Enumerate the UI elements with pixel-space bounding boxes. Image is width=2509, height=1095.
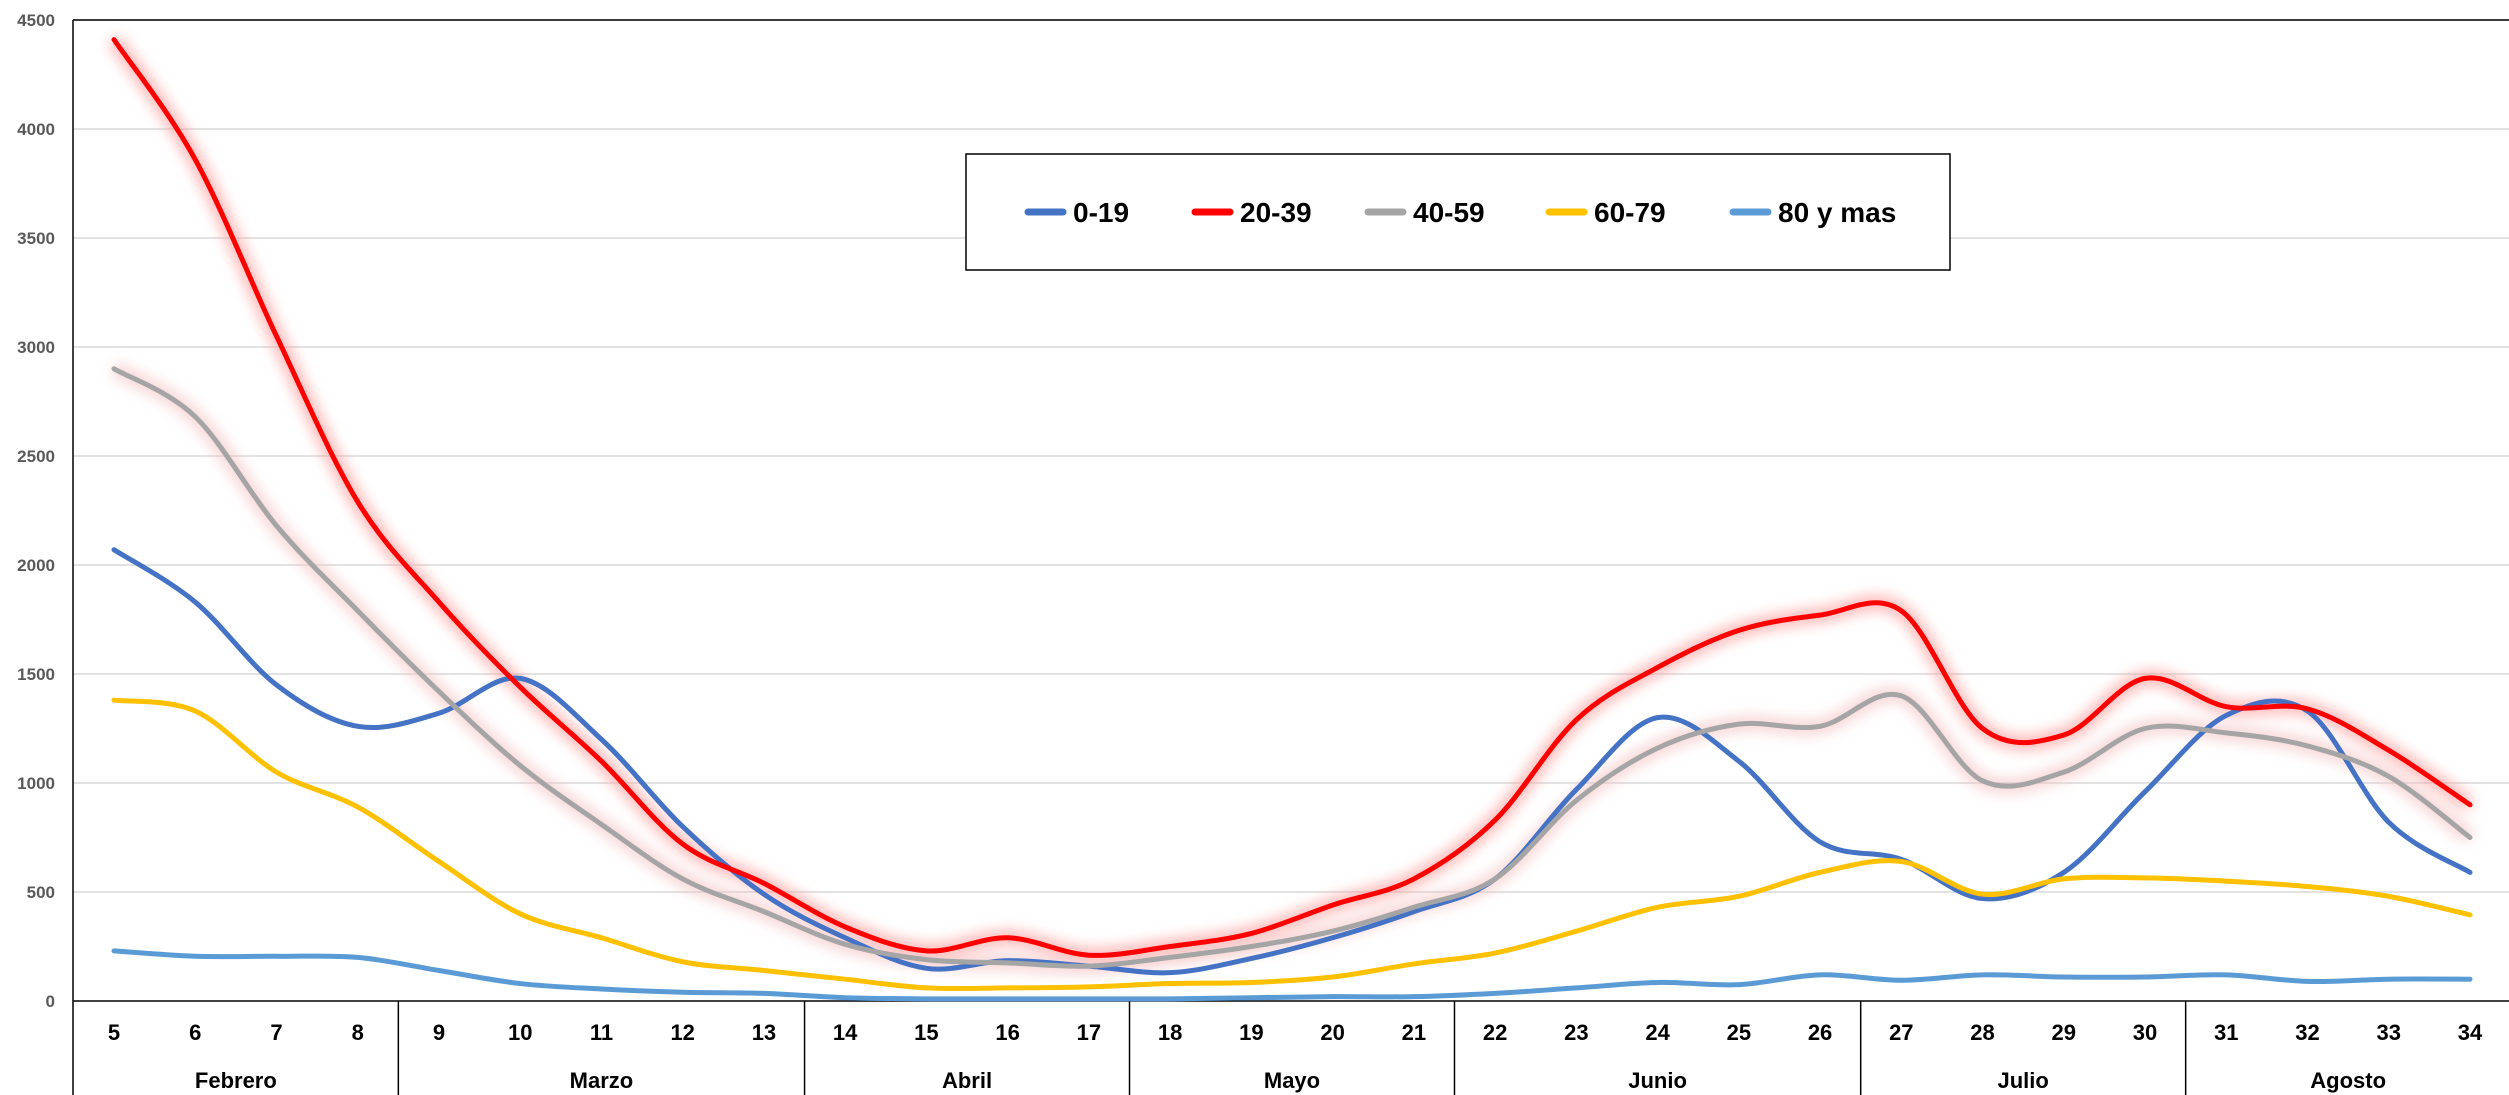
legend-label: 20-39 [1240, 197, 1312, 228]
series-lines [111, 37, 2473, 1002]
month-label: Marzo [570, 1068, 634, 1093]
y-tick-label: 3000 [17, 338, 55, 357]
x-tick-label: 25 [1727, 1020, 1751, 1045]
x-tick-label: 8 [352, 1020, 364, 1045]
month-label: Abril [942, 1068, 992, 1093]
x-tick-label: 29 [2052, 1020, 2076, 1045]
x-tick-label: 19 [1239, 1020, 1263, 1045]
series-line-3 [111, 366, 2473, 969]
month-label: Junio [1628, 1068, 1687, 1093]
x-tick-label: 13 [752, 1020, 776, 1045]
x-tick-label: 31 [2214, 1020, 2238, 1045]
x-tick-label: 17 [1077, 1020, 1101, 1045]
y-tick-label: 0 [46, 992, 55, 1011]
y-tick-label: 1000 [17, 774, 55, 793]
x-tick-label: 34 [2458, 1020, 2483, 1045]
month-label: Agosto [2310, 1068, 2386, 1093]
series-line-2 [111, 37, 2473, 958]
x-tick-label: 26 [1808, 1020, 1832, 1045]
gridlines [73, 19, 2509, 893]
legend-label: 40-59 [1413, 197, 1485, 228]
legend: 0-19 20-39 40-59 60-79 80 y mas [965, 153, 1951, 271]
month-label: Julio [1998, 1068, 2049, 1093]
x-tick-label: 20 [1320, 1020, 1344, 1045]
series-line-1 [111, 547, 2473, 976]
x-tick-label: 16 [995, 1020, 1019, 1045]
x-tick-label: 18 [1158, 1020, 1182, 1045]
x-tick-label: 21 [1402, 1020, 1426, 1045]
series-line-4 [111, 697, 2473, 992]
x-tick-label: 5 [108, 1020, 120, 1045]
legend-label: 0-19 [1073, 197, 1129, 228]
x-tick-label: 22 [1483, 1020, 1507, 1045]
legend-label: 80 y mas [1778, 197, 1896, 228]
series-line-5 [111, 948, 2473, 1002]
x-tick-label: 24 [1645, 1020, 1670, 1045]
x-tick-label: 28 [1970, 1020, 1994, 1045]
month-label: Febrero [195, 1068, 277, 1093]
x-tick-label: 12 [670, 1020, 694, 1045]
legend-box [965, 153, 1951, 271]
y-tick-label: 500 [27, 883, 55, 902]
y-tick-label: 2000 [17, 556, 55, 575]
x-tick-label: 10 [508, 1020, 532, 1045]
x-tick-label: 9 [433, 1020, 445, 1045]
x-tick-label: 30 [2133, 1020, 2157, 1045]
month-label: Mayo [1264, 1068, 1320, 1093]
x-tick-label: 32 [2295, 1020, 2319, 1045]
y-tick-label: 4000 [17, 120, 55, 139]
x-tick-label: 27 [1889, 1020, 1913, 1045]
y-tick-label: 3500 [17, 229, 55, 248]
y-axis-ticks: 0 500 1000 1500 2000 2500 3000 3500 4000 4500 [17, 11, 55, 1011]
legend-label: 60-79 [1594, 197, 1666, 228]
x-tick-label: 23 [1564, 1020, 1588, 1045]
x-tick-label: 11 [590, 1020, 613, 1045]
x-tick-label: 33 [2377, 1020, 2401, 1045]
x-tick-label: 14 [833, 1020, 858, 1045]
x-axis: 5 6 7 8 9 10 11 12 13 14 15 16 17 18 19 20 21 22 23 24 25 26 2… [108, 1001, 2483, 1095]
plot-frame [72, 19, 2509, 1095]
y-tick-label: 1500 [17, 665, 55, 684]
x-tick-label: 7 [270, 1020, 282, 1045]
x-tick-label: 15 [914, 1020, 938, 1045]
y-tick-label: 2500 [17, 447, 55, 466]
x-tick-label: 6 [189, 1020, 201, 1045]
y-tick-label: 4500 [17, 11, 55, 30]
